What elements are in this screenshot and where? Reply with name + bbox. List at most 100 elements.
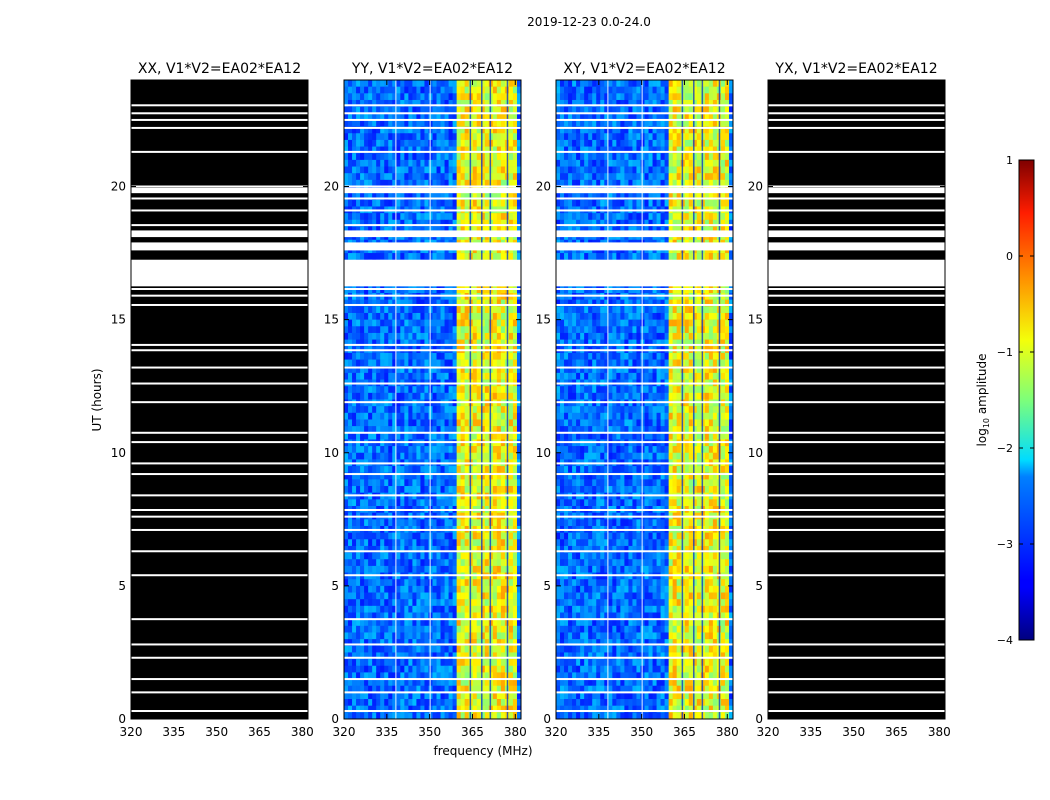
heatmap-cell (348, 179, 353, 187)
heatmap-cell (352, 712, 357, 719)
heatmap-cell (348, 133, 353, 141)
heatmap-cell (664, 139, 669, 147)
panel-title: YY, V1*V2=EA02*EA12 (351, 61, 513, 77)
heatmap-cell (380, 499, 385, 507)
heatmap-cell (456, 319, 461, 327)
heatmap-cell (356, 625, 361, 633)
heatmap-cell (508, 319, 514, 327)
heatmap-cell (440, 166, 445, 174)
heatmap-cell (628, 146, 633, 154)
heatmap-cell (500, 366, 506, 374)
heatmap-cell (364, 159, 369, 167)
heatmap-cell (484, 692, 490, 700)
heatmap-cell (392, 565, 397, 573)
heatmap-cell (380, 392, 385, 400)
heatmap-cell (516, 146, 521, 154)
heatmap-cell (420, 339, 425, 347)
heatmap-cell (684, 159, 690, 167)
heatmap-cell (416, 392, 421, 400)
heatmap-cell (472, 319, 478, 327)
heatmap-cell (360, 479, 365, 487)
heatmap-cell (396, 705, 401, 713)
heatmap-cell (696, 146, 702, 154)
heatmap-cell (368, 386, 373, 394)
heatmap-cell (380, 159, 385, 167)
heatmap-cell (460, 166, 465, 174)
heatmap-cell (424, 705, 429, 713)
heatmap-cell (420, 532, 425, 540)
heatmap-cell (616, 106, 621, 114)
heatmap-cell (492, 406, 498, 414)
heatmap-cell (388, 579, 393, 587)
heatmap-cell (404, 565, 409, 573)
heatmap-cell (564, 99, 569, 107)
heatmap-cell (492, 93, 498, 101)
heatmap-cell (380, 612, 385, 620)
heatmap-cell (500, 665, 506, 673)
heatmap-cell (344, 552, 349, 560)
heatmap-cell (356, 99, 361, 107)
heatmap-cell (392, 133, 397, 141)
heatmap-cell (484, 312, 490, 320)
heatmap-cell (384, 113, 389, 121)
heatmap-cell (456, 352, 461, 360)
heatmap-cell (388, 432, 393, 440)
heatmap-cell (368, 679, 373, 687)
heatmap-cell (372, 705, 377, 713)
heatmap-cell (404, 645, 409, 653)
heatmap-cell (372, 332, 377, 340)
heatmap-cell (492, 332, 498, 340)
heatmap-cell (432, 665, 437, 673)
heatmap-cell (408, 672, 413, 680)
heatmap-cell (472, 406, 478, 414)
heatmap-cell (344, 113, 349, 121)
heatmap-cell (424, 559, 429, 567)
heatmap-cell (508, 312, 514, 320)
heatmap-cell (448, 306, 453, 314)
heatmap-cell (404, 306, 409, 314)
heatmap-cell (480, 166, 486, 174)
heatmap-cell (376, 86, 381, 94)
heatmap-cell (636, 86, 641, 94)
heatmap-cell (636, 93, 641, 101)
heatmap-cell (376, 486, 381, 493)
heatmap-cell (344, 412, 349, 420)
heatmap-cell (388, 99, 393, 107)
heatmap-cell (432, 153, 437, 161)
heatmap-cell (496, 565, 502, 573)
heatmap-cell (348, 632, 353, 640)
heatmap-cell (376, 146, 381, 154)
heatmap-cell (432, 139, 437, 147)
heatmap-cell (392, 486, 397, 493)
heatmap-cell (492, 599, 498, 607)
heatmap-cell (612, 133, 617, 141)
heatmap-cell (408, 319, 413, 327)
heatmap-cell (356, 679, 361, 687)
heatmap-cell (456, 619, 461, 627)
heatmap-cell (464, 685, 469, 693)
heatmap-cell (484, 306, 490, 314)
heatmap-cell (416, 306, 421, 314)
heatmap-cell (360, 565, 365, 573)
heatmap-cell (424, 659, 429, 667)
heatmap-cell (360, 352, 365, 360)
heatmap-cell (452, 113, 457, 121)
heatmap-cell (472, 446, 478, 454)
heatmap-cell (448, 352, 453, 360)
heatmap-cell (460, 612, 465, 620)
heatmap-cell (508, 339, 514, 347)
heatmap-cell (460, 306, 465, 314)
heatmap-cell (668, 159, 673, 167)
heatmap-cell (356, 159, 361, 167)
heatmap-cell (476, 432, 482, 440)
heatmap-cell (480, 612, 486, 620)
heatmap-cell (472, 412, 478, 420)
heatmap-cell (380, 665, 385, 673)
heatmap-cell (388, 559, 393, 567)
heatmap-cell (412, 299, 417, 307)
heatmap-cell (624, 139, 629, 147)
heatmap-cell (500, 406, 506, 414)
heatmap-cell (380, 80, 385, 87)
heatmap-cell (356, 612, 361, 620)
heatmap-cell (456, 253, 461, 261)
